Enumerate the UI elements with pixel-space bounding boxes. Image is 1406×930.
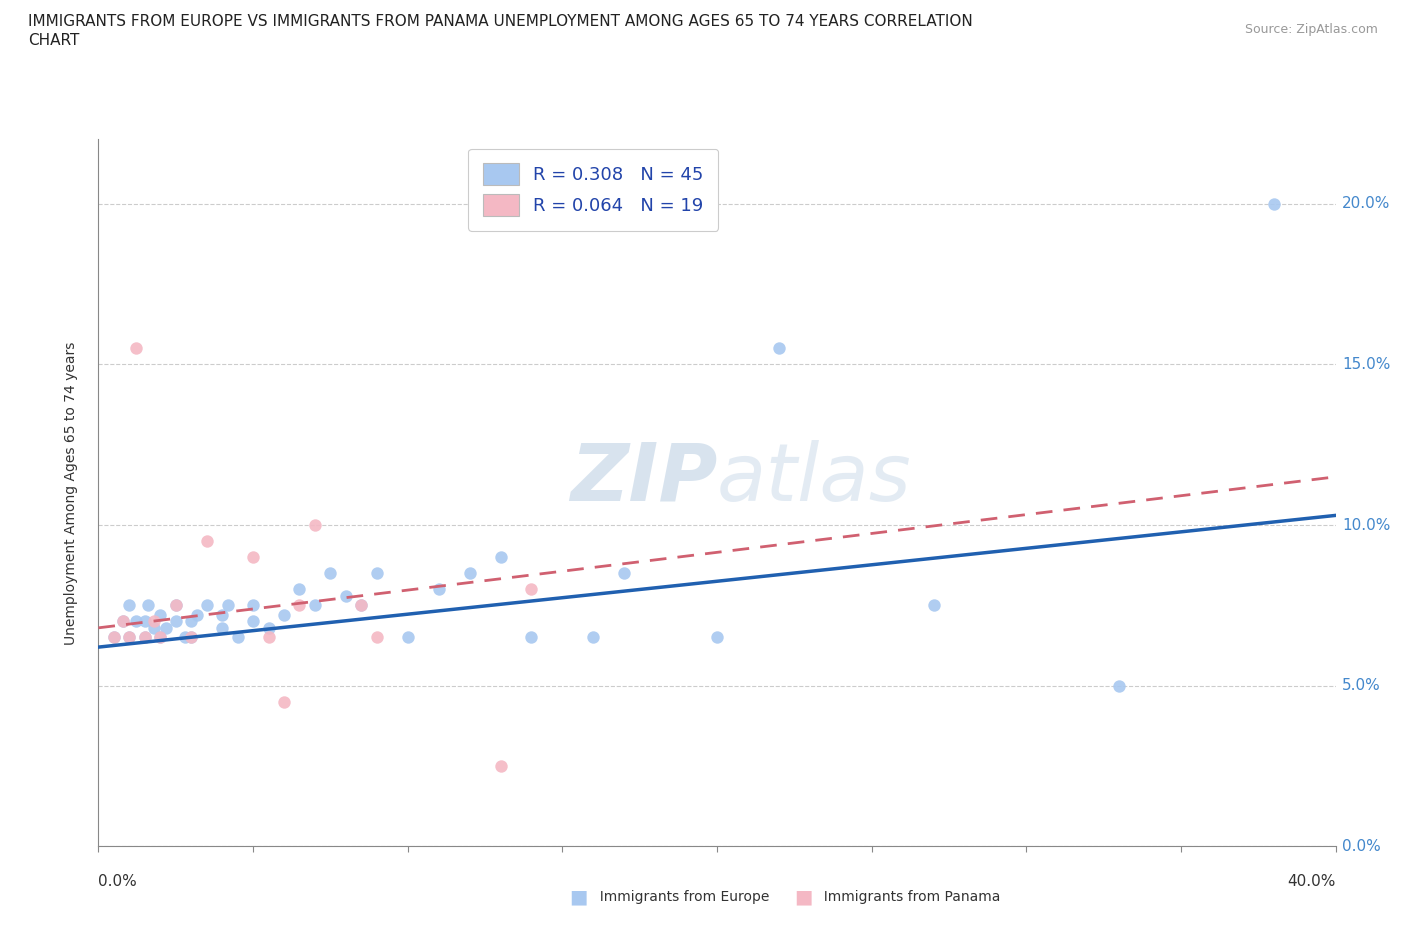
Text: 20.0%: 20.0% xyxy=(1341,196,1391,211)
Point xyxy=(118,630,141,644)
Point xyxy=(165,614,187,629)
Point xyxy=(520,582,543,597)
Point xyxy=(180,630,202,644)
Point xyxy=(273,607,295,622)
Text: ■: ■ xyxy=(569,888,588,907)
Point xyxy=(242,614,264,629)
Point xyxy=(319,565,342,580)
Point xyxy=(103,630,125,644)
Point xyxy=(124,341,146,356)
Point xyxy=(396,630,419,644)
Point xyxy=(103,630,125,644)
Point xyxy=(174,630,197,644)
Point xyxy=(226,630,249,644)
Point xyxy=(155,620,177,635)
Text: Immigrants from Europe: Immigrants from Europe xyxy=(591,890,769,905)
Text: 0.0%: 0.0% xyxy=(1341,839,1381,854)
Legend: R = 0.308   N = 45, R = 0.064   N = 19: R = 0.308 N = 45, R = 0.064 N = 19 xyxy=(468,149,718,231)
Point xyxy=(922,598,945,613)
Point xyxy=(136,598,159,613)
Point xyxy=(242,598,264,613)
Point xyxy=(288,598,311,613)
Text: 40.0%: 40.0% xyxy=(1288,874,1336,889)
Text: 10.0%: 10.0% xyxy=(1341,517,1391,533)
Y-axis label: Unemployment Among Ages 65 to 74 years: Unemployment Among Ages 65 to 74 years xyxy=(63,341,77,644)
Point xyxy=(768,341,790,356)
Point xyxy=(582,630,605,644)
Point xyxy=(350,598,373,613)
Point xyxy=(335,589,357,604)
Point xyxy=(143,620,166,635)
Point xyxy=(211,620,233,635)
Point xyxy=(165,598,187,613)
Point xyxy=(195,534,218,549)
Point xyxy=(1263,196,1285,211)
Point xyxy=(520,630,543,644)
Text: CHART: CHART xyxy=(28,33,80,47)
Point xyxy=(165,598,187,613)
Point xyxy=(427,582,450,597)
Point xyxy=(149,607,172,622)
Point xyxy=(288,582,311,597)
Point xyxy=(458,565,481,580)
Text: Immigrants from Panama: Immigrants from Panama xyxy=(815,890,1001,905)
Point xyxy=(149,630,172,644)
Point xyxy=(217,598,239,613)
Point xyxy=(304,518,326,533)
Point xyxy=(304,598,326,613)
Point xyxy=(112,614,135,629)
Point xyxy=(134,630,156,644)
Point xyxy=(118,630,141,644)
Text: 0.0%: 0.0% xyxy=(98,874,138,889)
Text: ZIP: ZIP xyxy=(569,440,717,518)
Point xyxy=(613,565,636,580)
Point xyxy=(143,614,166,629)
Text: atlas: atlas xyxy=(717,440,912,518)
Point xyxy=(180,630,202,644)
Text: 15.0%: 15.0% xyxy=(1341,357,1391,372)
Point xyxy=(134,630,156,644)
Point xyxy=(186,607,208,622)
Point xyxy=(489,550,512,565)
Point xyxy=(257,620,280,635)
Point xyxy=(195,598,218,613)
Text: Source: ZipAtlas.com: Source: ZipAtlas.com xyxy=(1244,23,1378,36)
Point xyxy=(257,630,280,644)
Point xyxy=(134,614,156,629)
Point xyxy=(149,630,172,644)
Point xyxy=(211,607,233,622)
Text: IMMIGRANTS FROM EUROPE VS IMMIGRANTS FROM PANAMA UNEMPLOYMENT AMONG AGES 65 TO 7: IMMIGRANTS FROM EUROPE VS IMMIGRANTS FRO… xyxy=(28,14,973,29)
Point xyxy=(350,598,373,613)
Point xyxy=(273,695,295,710)
Point xyxy=(180,614,202,629)
Point xyxy=(706,630,728,644)
Text: 5.0%: 5.0% xyxy=(1341,678,1381,693)
Point xyxy=(118,598,141,613)
Text: ■: ■ xyxy=(794,888,813,907)
Point xyxy=(1108,678,1130,693)
Point xyxy=(242,550,264,565)
Point xyxy=(489,759,512,774)
Point xyxy=(366,565,388,580)
Point xyxy=(124,614,146,629)
Point xyxy=(366,630,388,644)
Point xyxy=(112,614,135,629)
